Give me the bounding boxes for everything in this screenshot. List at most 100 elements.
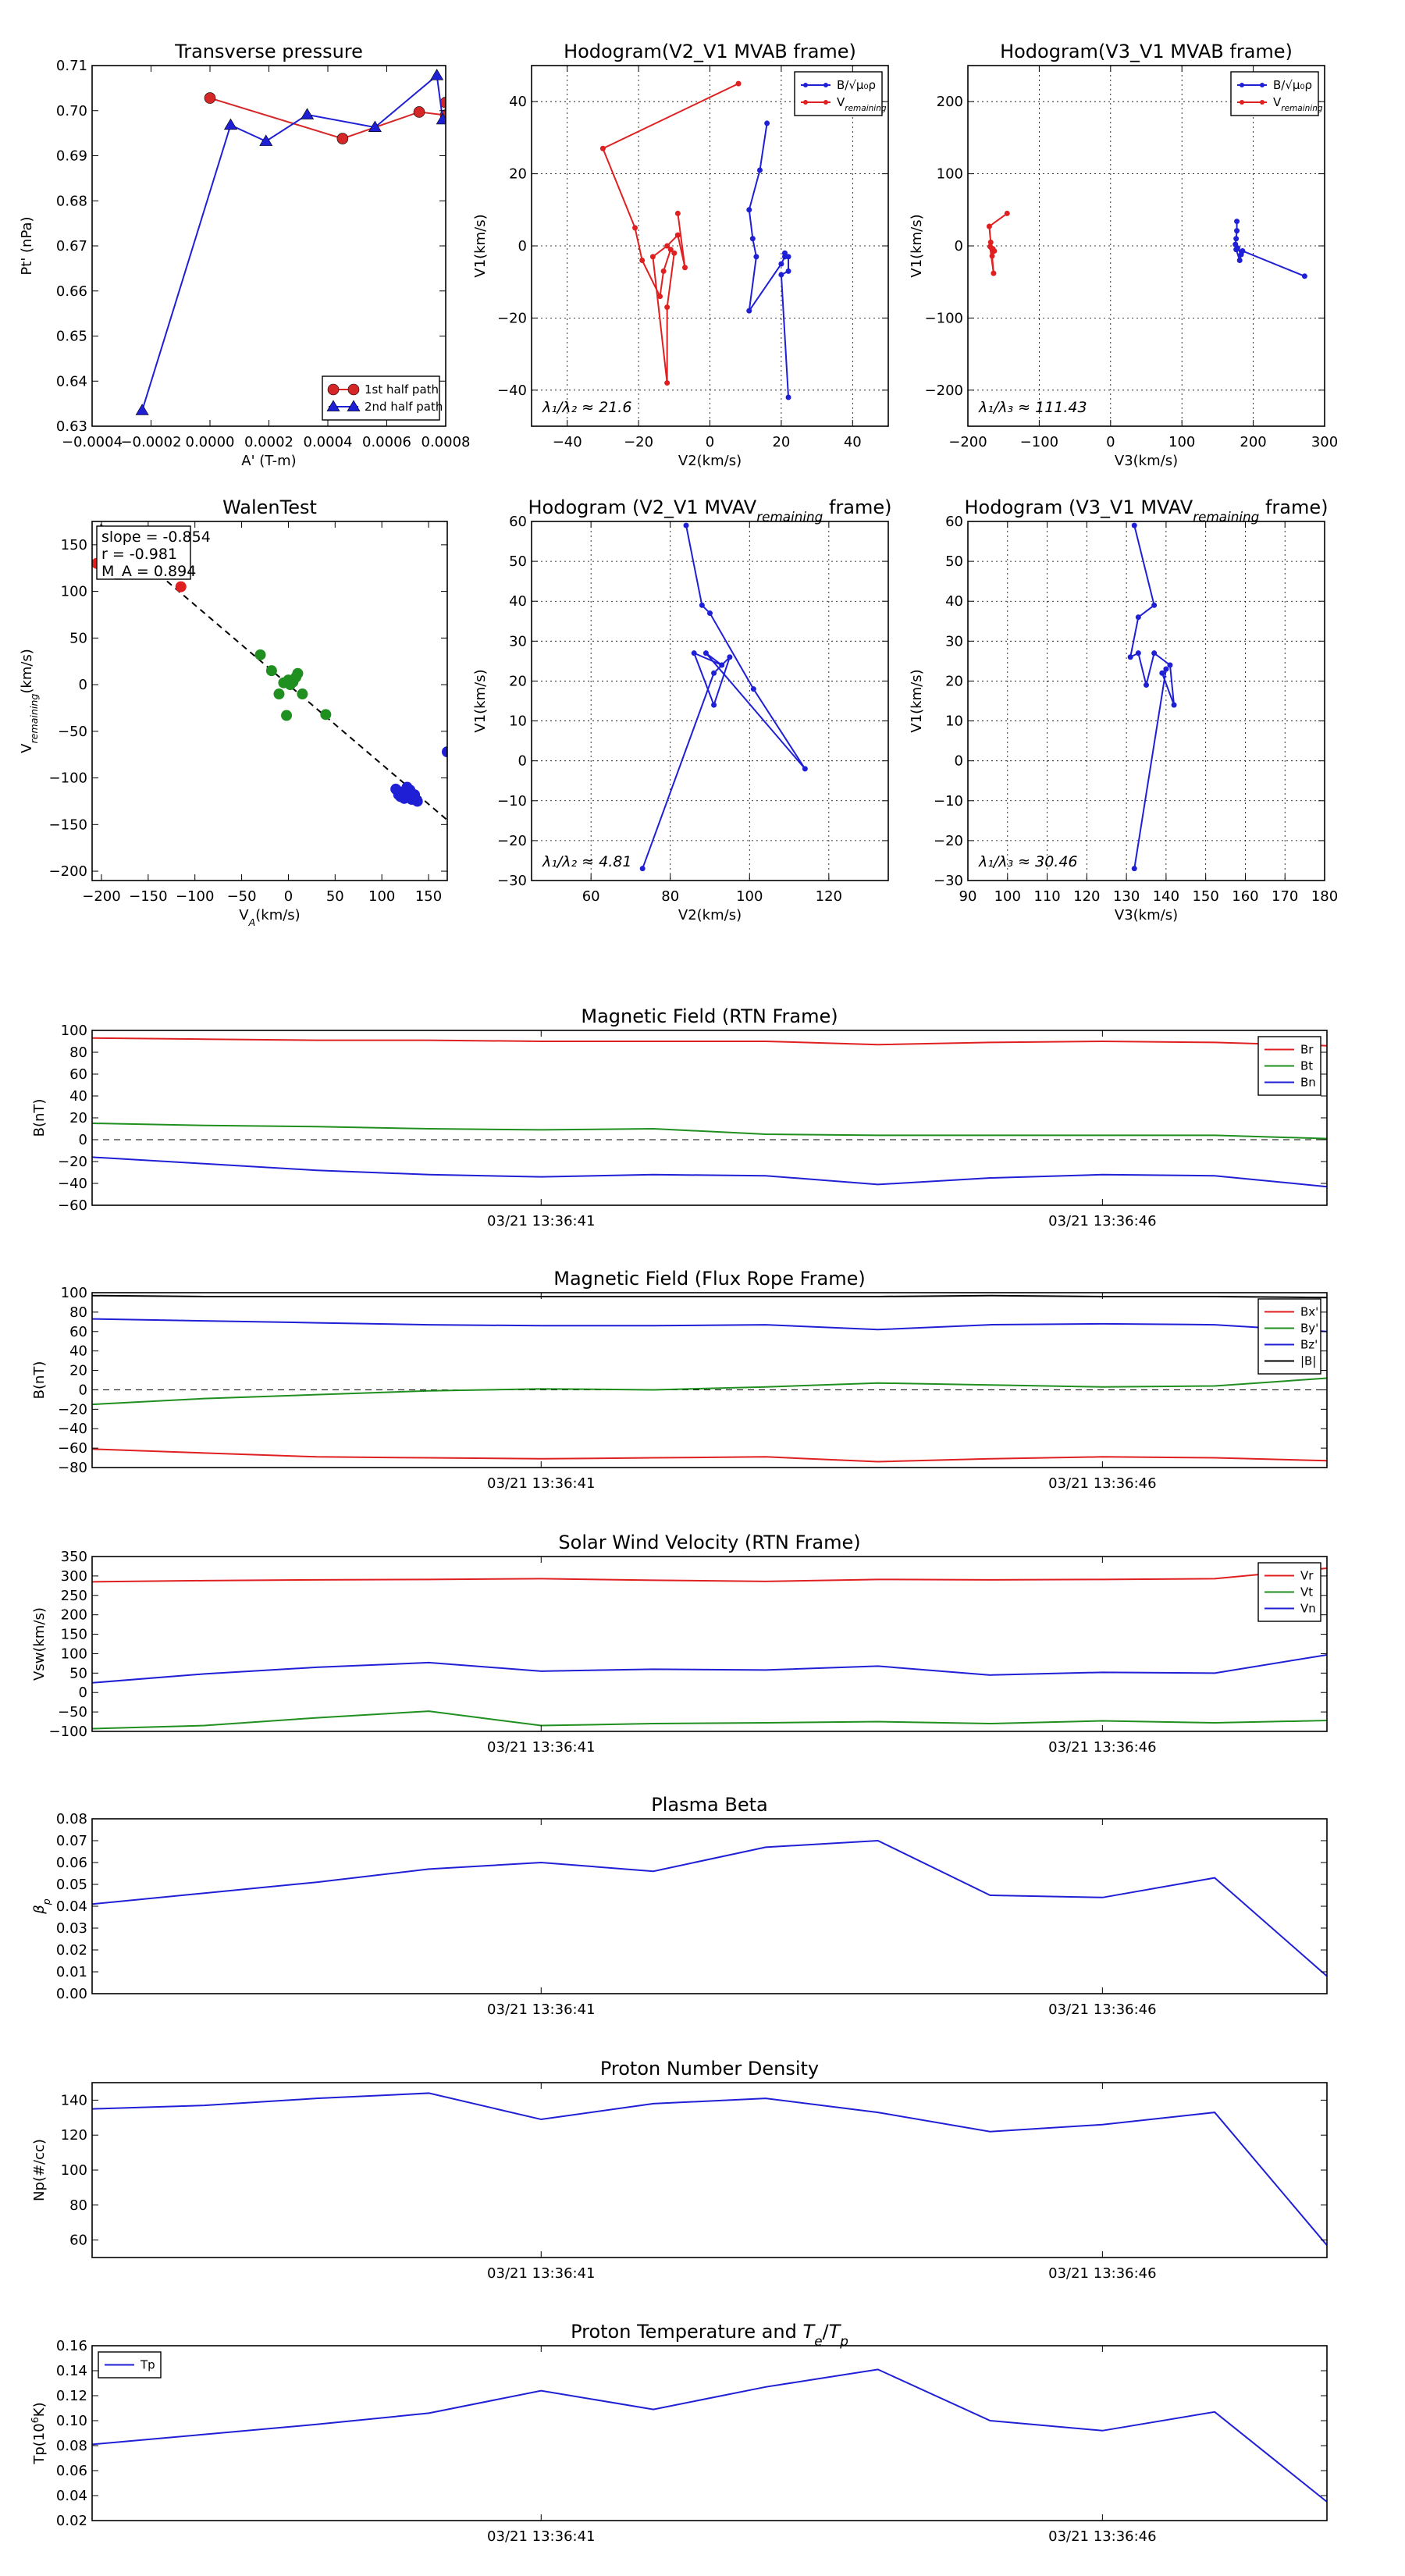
x-tick-label: −200 [948,434,987,450]
legend-box [1230,71,1319,116]
text-part: T [829,2321,842,2343]
x-tick-label: 130 [1113,888,1140,905]
text-part: 6 [29,2417,41,2423]
y-axis-label: Vsw(km/s) [31,1607,48,1681]
y-axis-label: B(nT) [31,1361,48,1400]
x-tick-label: 150 [1192,888,1218,905]
y-tick-label: 120 [61,2127,87,2144]
text-part: remaining [1281,104,1323,113]
data-point [785,394,791,400]
data-point [699,602,705,608]
y-tick-label: 60 [945,514,963,530]
data-point [682,265,688,271]
y-tick-label: 60 [69,1066,87,1083]
x-tick-label: 40 [844,434,862,450]
x-tick-label: 100 [368,888,395,905]
text-part: Tp(10 [31,2423,48,2464]
chart-pt: −0.0004−0.0002 0.0000 0.0002 0.0004 0.0006 0.… [19,41,470,469]
text-part: Hodogram (V3_V1 MVAV [964,496,1193,518]
data-point [223,118,237,130]
x-tick-label: 0 [1106,434,1115,450]
series-Bz' [92,1318,1327,1332]
x-tick-label: −100 [1020,434,1058,450]
data-point [778,272,784,278]
chart-h21r: 60 80 100 120−30−20−100102030405060Hodogram… [472,496,892,923]
plot-frame [91,1030,1328,1206]
series-line [92,1294,1327,1299]
x-tick-label: −20 [624,434,653,450]
data-point [254,649,266,660]
data-point [711,670,717,676]
series-line [1234,221,1305,277]
series-line [92,1839,1327,1977]
legend-marker [327,383,340,396]
series-line [642,525,806,870]
y-tick-label: 20 [509,166,527,183]
text-part: e [814,2333,822,2349]
x-tick-label: 140 [1153,888,1179,905]
data-point [632,225,638,231]
data-point [436,112,446,125]
x-tick-label: 03/21 13:36:46 [1048,1739,1156,1756]
plot-frame [91,1556,1328,1732]
chart-bfield: 03/21 13:36:41 03/21 13:36:46 −60 −40 −20 0 20… [31,1005,1328,1229]
text-part: frame) [1259,496,1328,518]
data-point [297,688,308,700]
data-point [764,120,770,126]
y-tick-label: 0 [79,1685,87,1701]
y-tick-label: 30 [945,633,963,649]
data-point [320,709,332,720]
y-tick-label: 40 [945,593,963,610]
legend-marker [803,100,808,105]
chart-bflux: 03/21 13:36:41 03/21 13:36:46 −80 −60 −40 −20… [31,1268,1328,1492]
data-point [639,866,646,872]
legend-label: Br [1300,1043,1314,1057]
plot-frame [91,1292,1328,1468]
y-axis-label: βp [31,1898,52,1915]
legend-label: Vn [1300,1602,1316,1616]
y-tick-label: −20 [497,310,527,326]
data-point [639,257,646,263]
legend-label: Bx' [1300,1305,1318,1319]
y-tick-label: 0.68 [56,193,87,209]
x-tick-label: 03/21 13:36:41 [487,2265,595,2282]
y-tick-label: 100 [61,2162,87,2179]
y-tick-label: 0.00 [56,1986,87,2002]
data-point [1131,522,1137,528]
y-tick-label: −200 [925,382,963,399]
text-part: V [239,907,249,923]
y-tick-label: 300 [61,1568,87,1585]
legend-marker [347,383,360,396]
legend: B/√μ₀ρ Vremaining [1230,71,1323,116]
y-tick-label: 100 [61,1023,87,1039]
x-axis-label: V2(km/s) [678,907,742,923]
legend-label: Vremaining [1273,95,1323,113]
series-Tp [92,2368,1327,2503]
x-tick-label: 03/21 13:36:41 [487,1213,595,1229]
legend-marker [823,83,828,87]
legend-marker [1260,100,1264,105]
x-tick-label: 120 [816,888,842,905]
series-line [92,1448,1327,1463]
data-point [987,239,994,245]
series-line [92,1123,1327,1140]
data-point [750,686,756,692]
y-tick-label: −150 [49,817,87,833]
y-tick-label: 60 [509,514,527,530]
y-tick-label: 0.08 [56,1811,87,1827]
x-tick-label: 100 [1168,434,1195,450]
y-tick-label: 0.67 [56,238,87,254]
data-point [1240,247,1246,254]
y-tick-label: 0.08 [56,2438,87,2454]
data-point [259,134,273,146]
x-tick-label: 0 [284,888,293,905]
y-tick-label: 60 [69,2233,87,2249]
x-tick-label: 03/21 13:36:41 [487,1739,595,1756]
data-point [135,404,149,415]
legend: Bx' By' Bz' |B| [1257,1298,1321,1375]
y-tick-label: −80 [58,1460,87,1476]
legend-label: Vremaining [837,95,887,113]
x-tick-label: 100 [994,888,1021,905]
text-part: remaining [756,509,823,525]
